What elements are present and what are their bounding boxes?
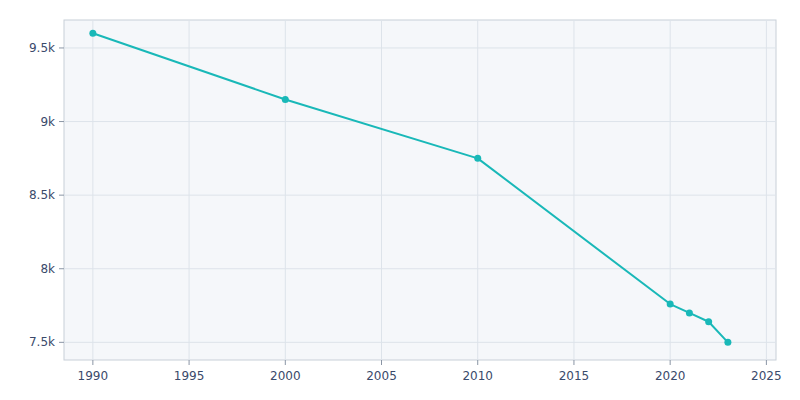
tick-label-x: 2010 [462,369,493,383]
tick-label-x: 2025 [751,369,782,383]
line [93,33,728,342]
grid-line-x [92,20,93,360]
tick-x [766,360,767,365]
series [89,30,731,346]
tick-x [670,360,671,365]
marker [282,96,289,103]
tick-x [285,360,286,365]
tick-label-y: 7.5k [29,335,55,349]
marker [667,301,674,308]
grid-line-x [381,20,382,360]
grid-line-x [285,20,286,360]
axes: 1990 1995 2000 2005 2010 2015 2020 2025 7.5k 8k 8.… [29,41,782,383]
grid-line-y [64,47,776,48]
tick-y [59,121,64,122]
chart-svg: 1990 1995 2000 2005 2010 2015 2020 2025 7.5k 8k 8.… [0,0,800,400]
tick-y [59,47,64,48]
chart-container: 1990 1995 2000 2005 2010 2015 2020 2025 7.5k 8k 8.… [0,0,800,400]
tick-label-y: 9k [40,115,55,129]
grid-line-x [573,20,574,360]
grid [64,20,776,360]
tick-x [381,360,382,365]
tick-label-x: 2015 [559,369,590,383]
marker [705,318,712,325]
grid-line-y [64,195,776,196]
tick-x [189,360,190,365]
grid-line-x [477,20,478,360]
marker [686,309,693,316]
grid-line-y [64,342,776,343]
grid-line-y [64,268,776,269]
grid-line-x [189,20,190,360]
tick-label-x: 2005 [366,369,397,383]
tick-x [92,360,93,365]
tick-y [59,268,64,269]
tick-label-y: 8.5k [29,188,55,202]
marker [474,155,481,162]
tick-label-y: 8k [40,262,55,276]
grid-line-y [64,121,776,122]
tick-y [59,195,64,196]
tick-label-x: 1990 [78,369,109,383]
tick-label-x: 1995 [174,369,205,383]
marker [89,30,96,37]
tick-label-y: 9.5k [29,41,55,55]
tick-x [573,360,574,365]
tick-label-x: 2020 [655,369,686,383]
grid-line-x [766,20,767,360]
tick-label-x: 2000 [270,369,301,383]
grid-line-x [670,20,671,360]
plot-frame [64,20,776,360]
tick-y [59,342,64,343]
marker [724,339,731,346]
tick-x [477,360,478,365]
